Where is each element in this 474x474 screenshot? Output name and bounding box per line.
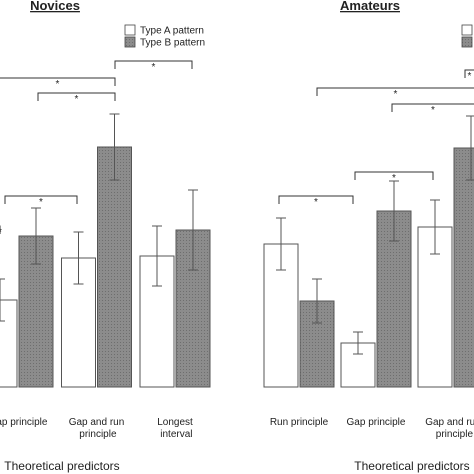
significance-bracket [114, 60, 193, 69]
significance-label: * [314, 197, 318, 208]
significance-bracket [354, 171, 434, 180]
legend-swatch [461, 36, 473, 48]
error-bar [389, 180, 399, 242]
significance-bracket [391, 103, 474, 112]
significance-label: * [0, 227, 2, 238]
error-bar [31, 207, 41, 265]
significance-bracket [4, 195, 78, 204]
error-bar [312, 278, 322, 324]
bar [0, 299, 18, 388]
significance-label: * [152, 62, 156, 73]
chart-title: Amateurs [340, 0, 400, 13]
x-tick-label: Gap and run principle [425, 417, 474, 440]
significance-label: * [431, 105, 435, 116]
x-tick-label: Gap principle [347, 417, 406, 428]
significance-label: * [392, 173, 396, 184]
bar [453, 147, 474, 388]
error-bar [109, 113, 120, 181]
significance-label: * [394, 89, 398, 100]
legend-swatch [124, 24, 136, 36]
x-tick-label: Gap principle [0, 417, 48, 428]
error-bar [276, 217, 286, 271]
significance-label: * [468, 71, 472, 82]
x-tick-label: Gap and run principle [69, 417, 125, 440]
significance-bracket [278, 195, 354, 204]
error-bar [353, 331, 363, 355]
error-bar [0, 278, 5, 322]
error-bar [188, 189, 198, 271]
x-tick-label: Longest interval [157, 417, 193, 440]
significance-label: * [56, 79, 60, 90]
x-axis-label: Theoretical predictors [4, 459, 119, 473]
error-bar [430, 199, 440, 255]
legend-label: Type B pattern [140, 38, 205, 49]
significance-bracket [37, 92, 116, 101]
error-bar [73, 231, 84, 285]
significance-bracket [464, 69, 474, 78]
x-tick-label: Run principle [270, 417, 329, 428]
x-axis-label: Theoretical predictors [354, 459, 469, 473]
legend-swatch [461, 24, 473, 36]
significance-label: * [39, 197, 43, 208]
significance-bracket [316, 87, 474, 96]
bar [97, 146, 132, 388]
legend-swatch [124, 36, 136, 48]
chart-title: Novices [30, 0, 80, 13]
error-bar [466, 115, 474, 181]
legend-label: Type A pattern [140, 26, 204, 37]
error-bar [152, 225, 162, 287]
significance-label: * [75, 94, 79, 105]
significance-bracket [0, 77, 116, 86]
